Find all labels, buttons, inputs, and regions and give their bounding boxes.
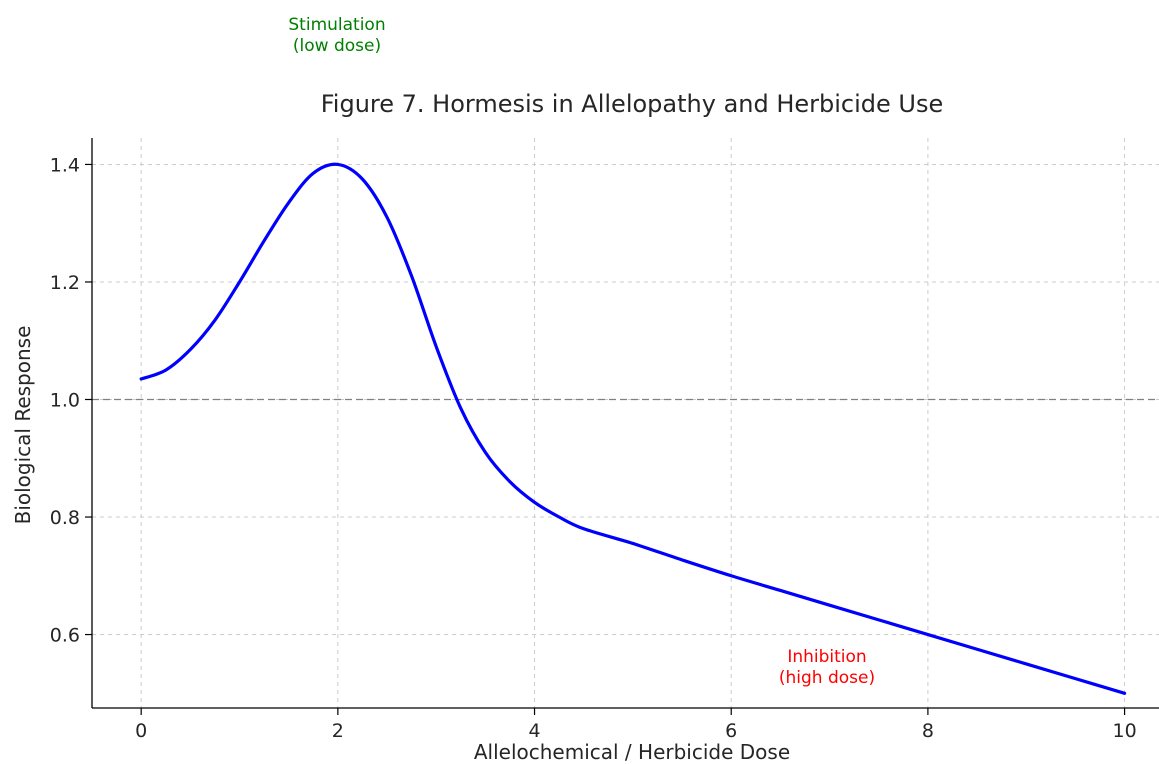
annotation-stimulation-line1: Stimulation	[288, 15, 385, 35]
y-tick-label: 1.4	[50, 154, 80, 176]
grid-lines	[92, 138, 1159, 708]
x-tick-label: 4	[528, 720, 540, 742]
chart-title: Figure 7. Hormesis in Allelopathy and He…	[321, 90, 944, 118]
x-tick-label: 6	[725, 720, 737, 742]
x-tick-label: 2	[332, 720, 344, 742]
response-curve	[139, 162, 1127, 695]
tick-labels: 0 2 4 6 8 10 0.6 0.8 1.0 1.2 1.4	[50, 154, 1137, 742]
y-tick-label: 0.8	[50, 507, 80, 529]
x-tick-label: 0	[135, 720, 147, 742]
y-tick-label: 1.0	[50, 389, 80, 411]
series-group	[139, 162, 1127, 695]
x-axis-title: Allelochemical / Herbicide Dose	[474, 740, 790, 764]
y-tick-label: 1.2	[50, 272, 80, 294]
annotation-inhibition-line1: Inhibition	[787, 647, 866, 667]
axes	[85, 138, 1159, 715]
annotation-inhibition-line2: (high dose)	[779, 668, 875, 688]
annotation-stimulation-line2: (low dose)	[293, 36, 381, 56]
y-tick-label: 0.6	[50, 625, 80, 647]
x-tick-label: 8	[922, 720, 934, 742]
x-tick-label: 10	[1112, 720, 1136, 742]
y-axis-title: Biological Response	[11, 326, 35, 525]
